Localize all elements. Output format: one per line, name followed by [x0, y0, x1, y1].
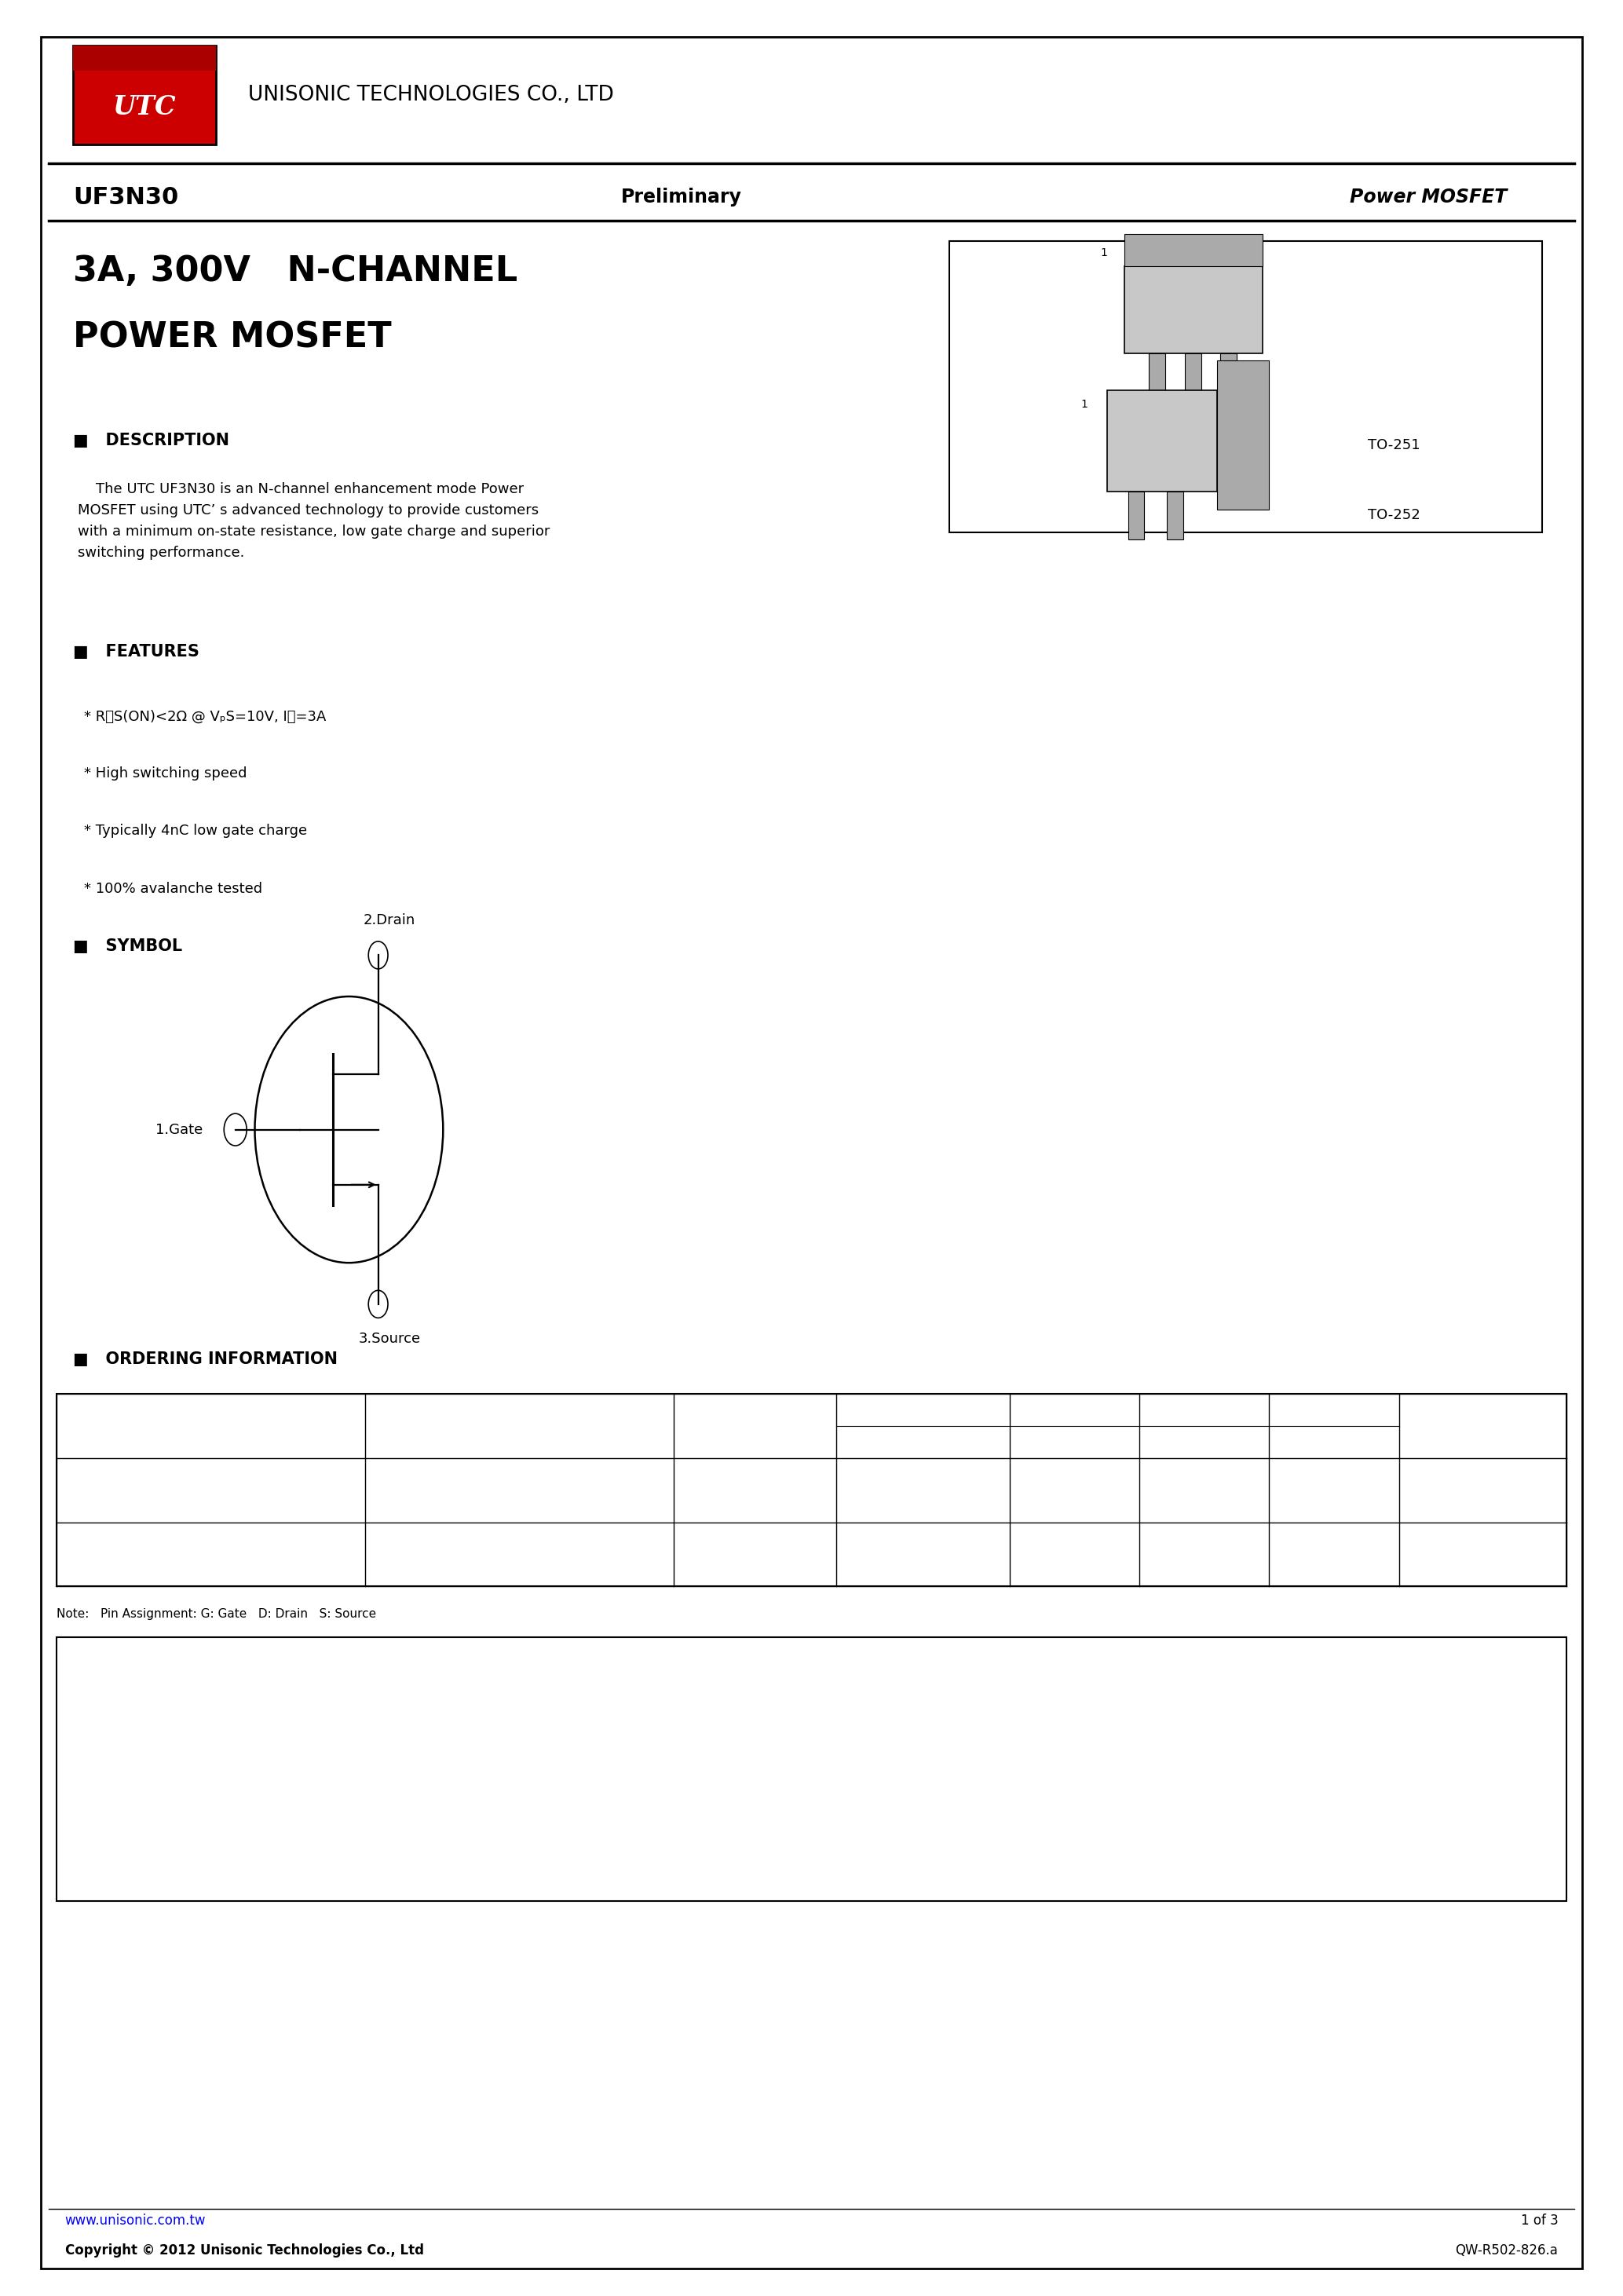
- Text: 1: 1: [919, 1435, 927, 1449]
- Text: ■   SYMBOL: ■ SYMBOL: [73, 939, 182, 953]
- Text: UF3N30L-TM3-R: UF3N30L-TM3-R: [105, 1671, 240, 1685]
- Text: TO-252: TO-252: [1368, 507, 1420, 521]
- Text: The UTC UF3N30 is an N-channel enhancement mode Power
MOSFET using UTC’ s advanc: The UTC UF3N30 is an N-channel enhanceme…: [78, 482, 550, 560]
- Text: 2.Drain: 2.Drain: [364, 914, 415, 928]
- Text: S: S: [1201, 1483, 1208, 1497]
- Text: * R₝S(ON)<2Ω @ VₚS=10V, I₝=3A: * R₝S(ON)<2Ω @ VₚS=10V, I₝=3A: [84, 709, 326, 723]
- Bar: [949, 241, 1542, 533]
- Text: QW-R502-826.a: QW-R502-826.a: [1456, 2243, 1558, 2257]
- Text: ■   DESCRIPTION: ■ DESCRIPTION: [73, 434, 229, 448]
- Text: TO-252: TO-252: [732, 1548, 777, 1561]
- Text: 3A, 300V   N-CHANNEL: 3A, 300V N-CHANNEL: [73, 255, 518, 287]
- Text: Halogen Free: Halogen Free: [480, 1435, 558, 1449]
- Text: Tape Reel: Tape Reel: [1454, 1483, 1511, 1497]
- Text: (3) L: Lead Free, G: Halogen Free: (3) L: Lead Free, G: Halogen Free: [844, 1857, 1058, 1871]
- Text: 1: 1: [1100, 248, 1107, 257]
- Text: Preliminary: Preliminary: [622, 188, 742, 207]
- Text: (1)Packing Type: (1)Packing Type: [406, 1729, 508, 1743]
- Bar: [1220, 354, 1237, 413]
- Text: G: G: [919, 1548, 927, 1561]
- Text: UF3N30: UF3N30: [73, 186, 179, 209]
- Text: Packing: Packing: [1454, 1419, 1511, 1433]
- Text: UTC: UTC: [112, 94, 177, 119]
- Text: (1) R: Tape Reel: (1) R: Tape Reel: [844, 1729, 946, 1743]
- Text: Package: Package: [724, 1419, 786, 1433]
- Text: POWER MOSFET: POWER MOSFET: [73, 321, 391, 354]
- Text: * Typically 4nC low gate charge: * Typically 4nC low gate charge: [84, 824, 307, 838]
- Text: Ordering Number: Ordering Number: [300, 1405, 430, 1419]
- Text: (2) AA3: SOT-223: (2) AA3: SOT-223: [844, 1793, 956, 1807]
- Bar: [1149, 354, 1165, 413]
- Text: D: D: [1070, 1483, 1079, 1497]
- Text: (2)Package Type: (2)Package Type: [406, 1793, 513, 1807]
- Bar: [1185, 354, 1201, 413]
- Text: www.unisonic.com.tw: www.unisonic.com.tw: [65, 2213, 206, 2227]
- Text: Lead Free: Lead Free: [182, 1435, 240, 1449]
- Text: 2: 2: [1071, 1435, 1078, 1449]
- Text: D: D: [1070, 1548, 1079, 1561]
- Text: * High switching speed: * High switching speed: [84, 767, 247, 781]
- Bar: [73, 46, 216, 145]
- Bar: [1125, 266, 1263, 354]
- Bar: [1217, 360, 1269, 510]
- Text: (3)Lead Free: (3)Lead Free: [406, 1857, 487, 1871]
- Text: UF3N30G-TM3-R: UF3N30G-TM3-R: [471, 1483, 568, 1497]
- Text: UF3N30L-TM3-R: UF3N30L-TM3-R: [164, 1483, 258, 1497]
- Bar: [1125, 234, 1263, 266]
- Bar: [73, 46, 216, 71]
- Text: TO-251: TO-251: [732, 1483, 777, 1497]
- Text: TO-251: TO-251: [1368, 439, 1420, 452]
- Text: Tape Reel: Tape Reel: [1454, 1548, 1511, 1561]
- Bar: [57, 1394, 1566, 1587]
- Bar: [1107, 390, 1217, 491]
- Text: Note:   Pin Assignment: G: Gate   D: Drain   S: Source: Note: Pin Assignment: G: Gate D: Drain S…: [57, 1607, 377, 1621]
- Text: UNISONIC TECHNOLOGIES CO., LTD: UNISONIC TECHNOLOGIES CO., LTD: [248, 85, 613, 106]
- Text: ■   FEATURES: ■ FEATURES: [73, 645, 200, 659]
- Text: Pin Assignment: Pin Assignment: [1060, 1405, 1175, 1419]
- Text: Power MOSFET: Power MOSFET: [1350, 188, 1506, 207]
- Bar: [57, 1637, 1566, 1901]
- Bar: [1128, 491, 1144, 540]
- Text: 1 of 3: 1 of 3: [1521, 2213, 1558, 2227]
- Text: * 100% avalanche tested: * 100% avalanche tested: [84, 882, 263, 895]
- Text: 3: 3: [1201, 1435, 1208, 1449]
- Text: ■   ORDERING INFORMATION: ■ ORDERING INFORMATION: [73, 1352, 338, 1366]
- Text: 1: 1: [1081, 400, 1087, 409]
- Text: 1.Gate: 1.Gate: [156, 1123, 203, 1137]
- Text: S: S: [1201, 1548, 1208, 1561]
- Text: 3.Source: 3.Source: [359, 1332, 420, 1345]
- Bar: [1167, 491, 1183, 540]
- Text: G: G: [919, 1483, 927, 1497]
- Text: UF3N30L-TN3-R: UF3N30L-TN3-R: [164, 1548, 258, 1561]
- Text: UF3N30G- TN3-R: UF3N30G- TN3-R: [469, 1548, 570, 1561]
- Text: Copyright © 2012 Unisonic Technologies Co., Ltd: Copyright © 2012 Unisonic Technologies C…: [65, 2243, 424, 2257]
